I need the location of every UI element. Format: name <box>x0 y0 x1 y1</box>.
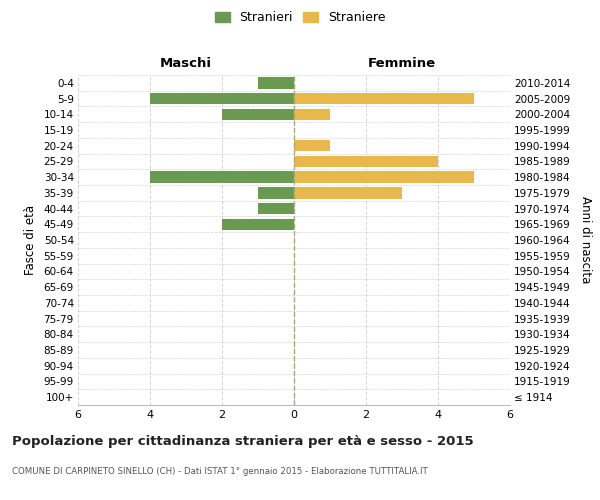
Bar <box>258 203 294 214</box>
Y-axis label: Fasce di età: Fasce di età <box>23 205 37 275</box>
Text: Femmine: Femmine <box>368 57 436 70</box>
Text: COMUNE DI CARPINETO SINELLO (CH) - Dati ISTAT 1° gennaio 2015 - Elaborazione TUT: COMUNE DI CARPINETO SINELLO (CH) - Dati … <box>12 468 428 476</box>
Bar <box>258 187 294 198</box>
Bar <box>294 187 402 198</box>
Bar <box>294 172 474 183</box>
Bar <box>150 172 294 183</box>
Bar <box>222 218 294 230</box>
Bar <box>294 156 438 167</box>
Bar <box>294 108 330 120</box>
Text: Popolazione per cittadinanza straniera per età e sesso - 2015: Popolazione per cittadinanza straniera p… <box>12 435 473 448</box>
Y-axis label: Anni di nascita: Anni di nascita <box>579 196 592 284</box>
Bar <box>150 93 294 104</box>
Bar <box>222 108 294 120</box>
Legend: Stranieri, Straniere: Stranieri, Straniere <box>209 6 391 29</box>
Bar <box>294 140 330 151</box>
Bar <box>294 93 474 104</box>
Bar <box>258 77 294 88</box>
Text: Maschi: Maschi <box>160 57 212 70</box>
